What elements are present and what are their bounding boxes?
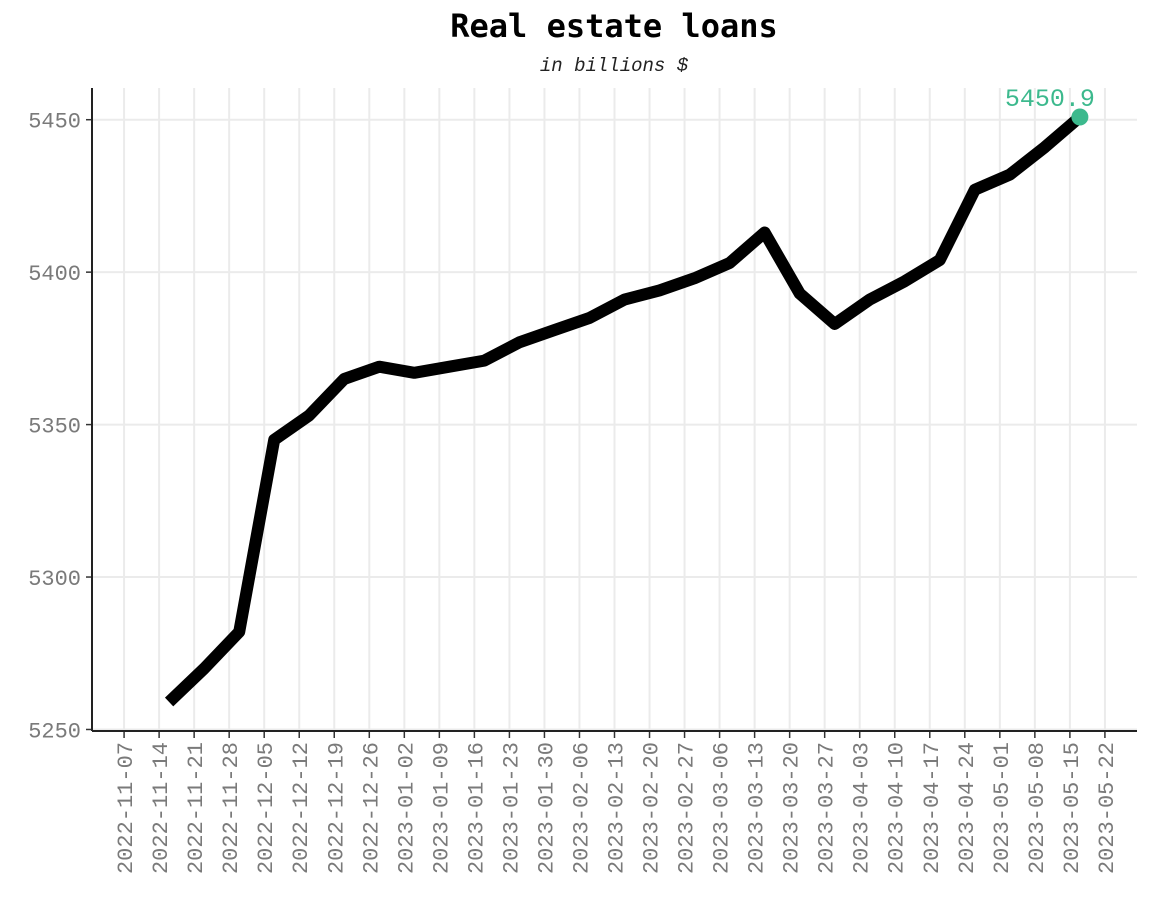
x-tick-label: 2023-01-09 xyxy=(429,742,454,874)
x-tick-label: 2022-11-21 xyxy=(184,742,209,874)
y-tick-label: 5400 xyxy=(28,262,81,287)
y-tick-label: 5450 xyxy=(28,110,81,135)
x-tick-label: 2023-03-20 xyxy=(780,742,805,874)
chart-title: Real estate loans xyxy=(450,7,778,45)
x-tick-label: 2023-04-10 xyxy=(885,742,910,874)
y-tick-label: 5350 xyxy=(28,415,81,440)
x-tick-label: 2023-01-23 xyxy=(499,742,524,874)
x-tick-label: 2023-03-06 xyxy=(710,742,735,874)
series-line xyxy=(164,112,1084,707)
x-tick-label: 2023-02-06 xyxy=(569,742,594,874)
x-tick-label: 2023-02-20 xyxy=(640,742,665,874)
x-gridlines xyxy=(123,88,1106,731)
y-axis-tick-labels: 5250 5300 5350 5400 5450 xyxy=(28,110,81,745)
x-tick-label: 2023-05-22 xyxy=(1095,742,1120,874)
x-tick-label: 2022-12-12 xyxy=(289,742,314,874)
x-tick-label: 2023-01-16 xyxy=(464,742,489,874)
x-tick-label: 2023-05-08 xyxy=(1025,742,1050,874)
x-tick-label: 2023-01-30 xyxy=(534,742,559,874)
series-layer: 5450.9 xyxy=(164,85,1095,707)
axes xyxy=(86,88,1137,738)
x-tick-label: 2022-12-19 xyxy=(324,742,349,874)
x-tick-label: 2023-04-24 xyxy=(955,742,980,874)
x-tick-label: 2023-03-13 xyxy=(745,742,770,874)
x-tick-label: 2023-05-15 xyxy=(1060,742,1085,874)
y-tick-label: 5300 xyxy=(28,567,81,592)
x-tick-label: 2022-11-14 xyxy=(149,742,174,874)
x-tick-label: 2022-11-07 xyxy=(114,742,139,874)
last-point-label: 5450.9 xyxy=(1005,85,1095,114)
x-axis-tick-labels: 2022-11-07 2022-11-14 2022-11-21 2022-11-28… xyxy=(114,742,1120,874)
x-tick-label: 2023-01-02 xyxy=(394,742,419,874)
x-tick-label: 2023-04-17 xyxy=(920,742,945,874)
x-tick-label: 2022-12-05 xyxy=(254,742,279,874)
y-tick-label: 5250 xyxy=(28,719,81,744)
x-tick-label: 2023-03-27 xyxy=(815,742,840,874)
x-tick-label: 2023-02-27 xyxy=(675,742,700,874)
y-gridlines xyxy=(92,118,1137,731)
x-tick-label: 2023-05-01 xyxy=(990,742,1015,874)
x-tick-label: 2023-04-03 xyxy=(850,742,875,874)
x-tick-label: 2022-12-26 xyxy=(359,742,384,874)
chart-subtitle: in billions $ xyxy=(540,55,689,77)
x-tick-label: 2022-11-28 xyxy=(219,742,244,874)
x-tick-label: 2023-02-13 xyxy=(605,742,630,874)
last-point-marker xyxy=(1071,108,1089,126)
